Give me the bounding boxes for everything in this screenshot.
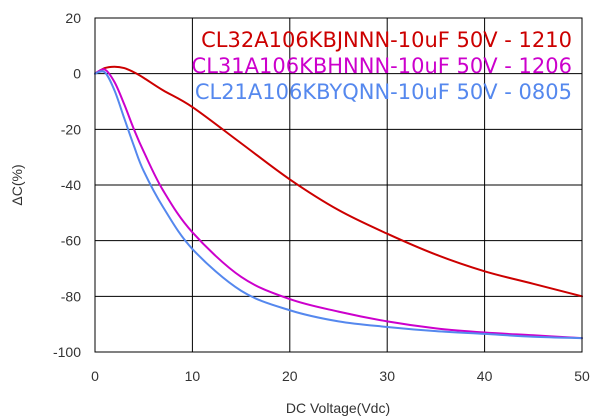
- y-axis-label: ΔC(%): [9, 164, 25, 205]
- y-tick-label-5: -80: [61, 288, 81, 304]
- y-tick-label-0: 20: [65, 10, 81, 26]
- legend: CL32A106KBJNNN-10uF 50V - 1210CL31A106KB…: [192, 28, 572, 104]
- legend-entry-0: CL32A106KBJNNN-10uF 50V - 1210: [201, 28, 572, 52]
- x-axis-label: DC Voltage(Vdc): [286, 400, 390, 416]
- plot-frame: [94, 17, 583, 353]
- series-line-1: [94, 68, 583, 340]
- y-tick-label-6: -100: [53, 344, 81, 360]
- legend-entry-1: CL31A106KBHNNN-10uF 50V - 1206: [192, 54, 572, 78]
- x-tick-label-4: 40: [477, 368, 493, 384]
- x-tick-label-3: 30: [379, 368, 395, 384]
- series-line-0: [94, 65, 583, 298]
- grid-layer: [95, 18, 582, 352]
- legend-entry-2: CL21A106KBYQNN-10uF 50V - 0805: [195, 80, 572, 104]
- x-tick-label-1: 10: [185, 368, 201, 384]
- series-layer: [94, 65, 583, 340]
- y-tick-label-4: -60: [61, 233, 81, 249]
- series-line-2: [94, 70, 583, 340]
- x-tick-label-5: 50: [574, 368, 590, 384]
- y-tick-label-2: -20: [61, 121, 81, 137]
- y-tick-label-1: 0: [73, 66, 81, 82]
- tick-labels: 0 10 20 30 40 50 20 0 -20 -40 -60 -80 -100: [53, 10, 590, 384]
- x-tick-label-2: 20: [282, 368, 298, 384]
- x-tick-label-0: 0: [91, 368, 99, 384]
- y-tick-label-3: -40: [61, 177, 81, 193]
